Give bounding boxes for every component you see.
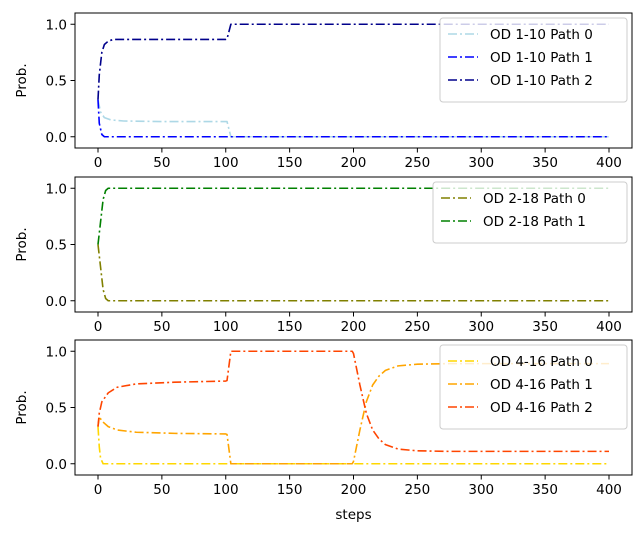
x-tick-label: 300	[468, 482, 494, 498]
x-tick-label: 400	[596, 155, 622, 171]
series-line-3-2	[97, 350, 609, 453]
x-tick-label: 0	[94, 482, 103, 498]
x-tick-label: 300	[468, 319, 494, 335]
x-tick-label: 150	[277, 155, 303, 171]
series-group	[97, 187, 609, 302]
x-tick-label: 50	[153, 155, 170, 171]
series-line-1-0	[97, 99, 609, 138]
legend-box	[439, 344, 628, 430]
x-tick-label: 200	[341, 482, 367, 498]
series-line-2-0	[97, 244, 609, 302]
legend-label: OD 4-16 Path 1	[490, 377, 593, 393]
y-tick-label: 1.0	[46, 17, 67, 33]
y-tick-label: 0.0	[46, 294, 67, 310]
legend-label: OD 1-10 Path 2	[490, 73, 593, 89]
legend: OD 2-18 Path 0 OD 2-18 Path 1	[432, 181, 628, 244]
legend: OD 1-10 Path 0 OD 1-10 Path 1 OD 1-10 Path…	[439, 17, 628, 103]
subplot-3: 0 50 100 150 200 250 300 350 400 0.0 0.5 1.0 Prob. st…	[14, 339, 633, 523]
legend-label: OD 4-16 Path 2	[490, 400, 593, 416]
x-tick-label: 350	[532, 319, 558, 335]
y-axis-label: Prob.	[14, 227, 30, 261]
y-axis-label: Prob.	[14, 63, 30, 97]
x-tick-label: 400	[596, 482, 622, 498]
y-tick-label: 1.0	[46, 344, 67, 360]
legend-box	[432, 181, 628, 244]
y-tick-label: 0.0	[46, 457, 67, 473]
x-tick-label: 100	[213, 482, 239, 498]
series-group	[97, 350, 609, 465]
x-tick-label: 150	[277, 482, 303, 498]
x-axis-label: steps	[335, 507, 371, 523]
y-tick-label: 0.0	[46, 130, 67, 146]
y-tick-label: 0.5	[46, 74, 67, 90]
y-tick-label: 1.0	[46, 181, 67, 197]
x-tick-label: 100	[213, 155, 239, 171]
x-tick-label: 250	[404, 482, 430, 498]
legend-label: OD 1-10 Path 0	[490, 27, 593, 43]
x-tick-label: 200	[341, 319, 367, 335]
x-tick-label: 350	[532, 482, 558, 498]
x-tick-label: 250	[404, 155, 430, 171]
subplot-2: 0 50 100 150 200 250 300 350 400 0.0 0.5 1.0 Prob. OD…	[14, 176, 633, 335]
y-tick-label: 0.5	[46, 401, 67, 417]
x-tick-label: 100	[213, 319, 239, 335]
series-line-2-1	[97, 187, 609, 245]
series-line-1-2	[97, 23, 609, 100]
legend: OD 4-16 Path 0 OD 4-16 Path 1 OD 4-16 Path…	[439, 344, 628, 430]
legend-label: OD 4-16 Path 0	[490, 354, 593, 370]
legend-label: OD 1-10 Path 1	[490, 50, 593, 66]
subplot-1: 0 50 100 150 200 250 300 350 400 0.0 0.5 1.0 Prob. OD…	[14, 12, 633, 171]
y-axis-label: Prob.	[14, 390, 30, 424]
series-line-1-1	[97, 99, 609, 138]
series-group	[97, 23, 609, 138]
x-tick-label: 150	[277, 319, 303, 335]
x-tick-label: 200	[341, 155, 367, 171]
x-tick-label: 50	[153, 319, 170, 335]
x-tick-label: 250	[404, 319, 430, 335]
series-line-3-0	[97, 426, 609, 465]
y-tick-label: 0.5	[46, 238, 67, 254]
legend-label: OD 2-18 Path 1	[483, 214, 586, 230]
x-tick-label: 300	[468, 155, 494, 171]
x-tick-label: 0	[94, 319, 103, 335]
legend-box	[439, 17, 628, 103]
x-tick-label: 350	[532, 155, 558, 171]
series-line-3-1	[97, 362, 609, 465]
x-tick-label: 50	[153, 482, 170, 498]
x-tick-label: 0	[94, 155, 103, 171]
legend-label: OD 2-18 Path 0	[483, 191, 586, 207]
x-tick-label: 400	[596, 319, 622, 335]
